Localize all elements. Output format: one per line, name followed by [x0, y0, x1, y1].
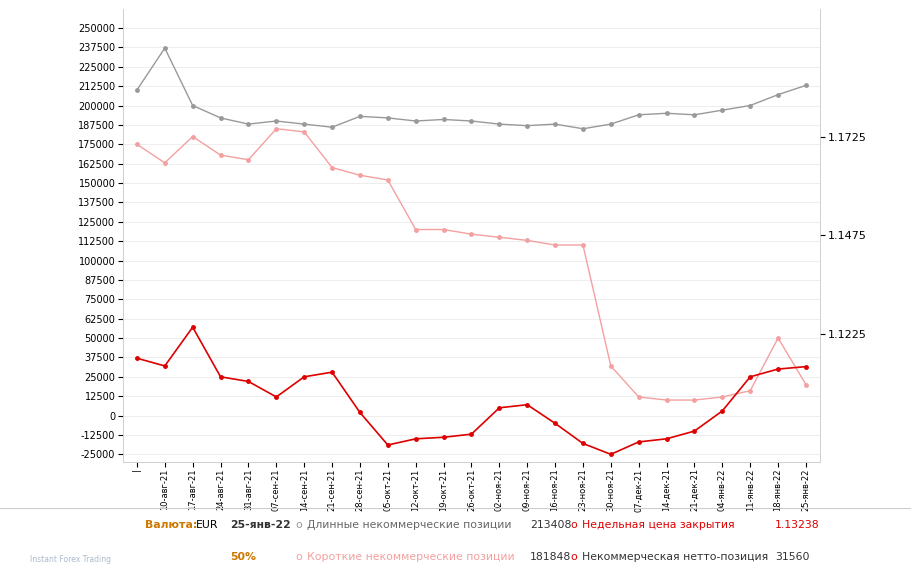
Text: Некоммерческая нетто-позиция: Некоммерческая нетто-позиция [582, 552, 768, 562]
Text: o: o [570, 520, 577, 530]
Text: Валюта:: Валюта: [145, 520, 198, 530]
Text: Короткие некоммерческие позиции: Короткие некоммерческие позиции [307, 552, 515, 562]
Text: EUR: EUR [196, 520, 219, 530]
Text: 1.13238: 1.13238 [775, 520, 820, 530]
Text: 181848: 181848 [530, 552, 571, 562]
Text: o: o [295, 552, 302, 562]
Text: o: o [295, 520, 302, 530]
Text: Instant Forex Trading: Instant Forex Trading [30, 555, 111, 564]
Text: 213408: 213408 [530, 520, 571, 530]
Text: Длинные некоммерческие позиции: Длинные некоммерческие позиции [307, 520, 511, 530]
Text: 25-янв-22: 25-янв-22 [230, 520, 291, 530]
Text: 31560: 31560 [775, 552, 810, 562]
Text: o: o [570, 552, 577, 562]
Text: Недельная цена закрытия: Недельная цена закрытия [582, 520, 734, 530]
Text: instaforex: instaforex [36, 526, 105, 540]
Text: 50%: 50% [230, 552, 256, 562]
